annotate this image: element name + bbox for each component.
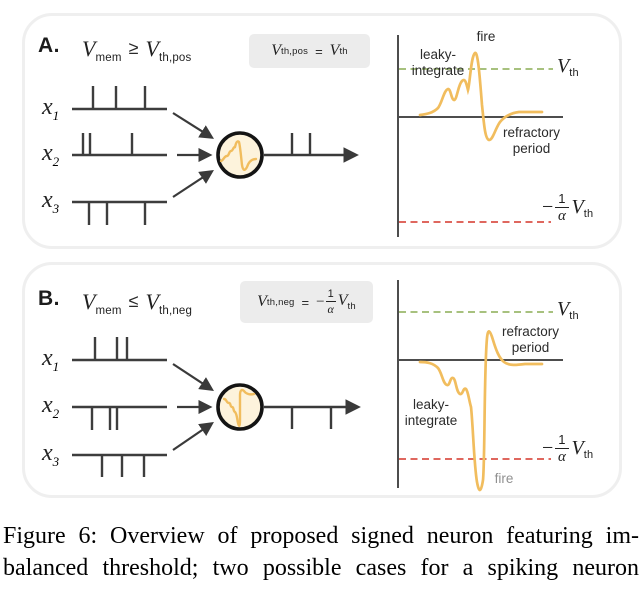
input-label-x1: x1 (42, 345, 60, 374)
refractory-period-label-b: refractory period (501, 324, 559, 355)
one-over-alpha-fraction: 1 α (555, 192, 569, 224)
panel-a-condition: Vmem ≥ Vth,pos (82, 36, 191, 64)
vthpos-subscript: th,pos (280, 45, 309, 57)
fire-label-b: fire (494, 471, 514, 486)
vmem-symbol: V (82, 289, 96, 314)
panel-b-label: B. (38, 287, 60, 310)
panel-a-label: A. (38, 34, 60, 57)
input-label-x1: x1 (42, 94, 60, 123)
vthneg-symbol: V (257, 293, 267, 310)
vthpos-subscript: th,pos (158, 52, 192, 64)
negative-threshold-label-b: − 1 α Vth (542, 431, 594, 465)
equals-sign: = (315, 43, 323, 59)
vth-axis-label-a: Vth (557, 55, 579, 79)
caption-line-1: Figure 6: Overview of proposed signed ne… (3, 523, 639, 549)
caption-line-2: balanced threshold; two possible cases f… (3, 555, 639, 581)
minus-sign: − (542, 196, 554, 218)
input-label-x2: x2 (42, 392, 60, 421)
input-label-x2: x2 (42, 140, 60, 169)
vthneg-subscript: th,neg (266, 296, 295, 308)
negative-threshold-label-a: − 1 α Vth (542, 190, 594, 224)
refractory-period-label-a: refractory period (502, 125, 560, 156)
vmem-subscript: mem (95, 52, 122, 64)
panel-b-condition: Vmem ≤ Vth,neg (82, 289, 192, 317)
vth-axis-label-b: Vth (557, 298, 579, 322)
vthpos-symbol: V (145, 36, 159, 61)
vthpos-symbol: V (271, 42, 281, 59)
leq-operator: ≤ (128, 291, 139, 311)
figure-caption: Figure 6: Overview of proposed signed ne… (3, 520, 639, 584)
equals-sign: = (301, 294, 310, 310)
vmem-symbol: V (82, 36, 96, 61)
vth-symbol: V (329, 42, 340, 59)
vthneg-symbol: V (145, 289, 159, 314)
vth-subscript: th (339, 45, 348, 57)
leaky-integrate-label-a: leaky- integrate (411, 47, 465, 78)
leaky-integrate-label-b: leaky- integrate (404, 397, 458, 428)
minus-sign: − (542, 437, 554, 459)
fire-label-a: fire (476, 29, 496, 44)
geq-operator: ≥ (128, 38, 139, 58)
vmem-subscript: mem (95, 305, 122, 317)
input-label-x3: x3 (42, 440, 60, 469)
one-over-alpha-fraction: 1 α (555, 433, 569, 465)
vthneg-subscript: th,neg (158, 305, 193, 317)
input-label-x3: x3 (42, 187, 60, 216)
minus-sign: − (316, 293, 325, 310)
